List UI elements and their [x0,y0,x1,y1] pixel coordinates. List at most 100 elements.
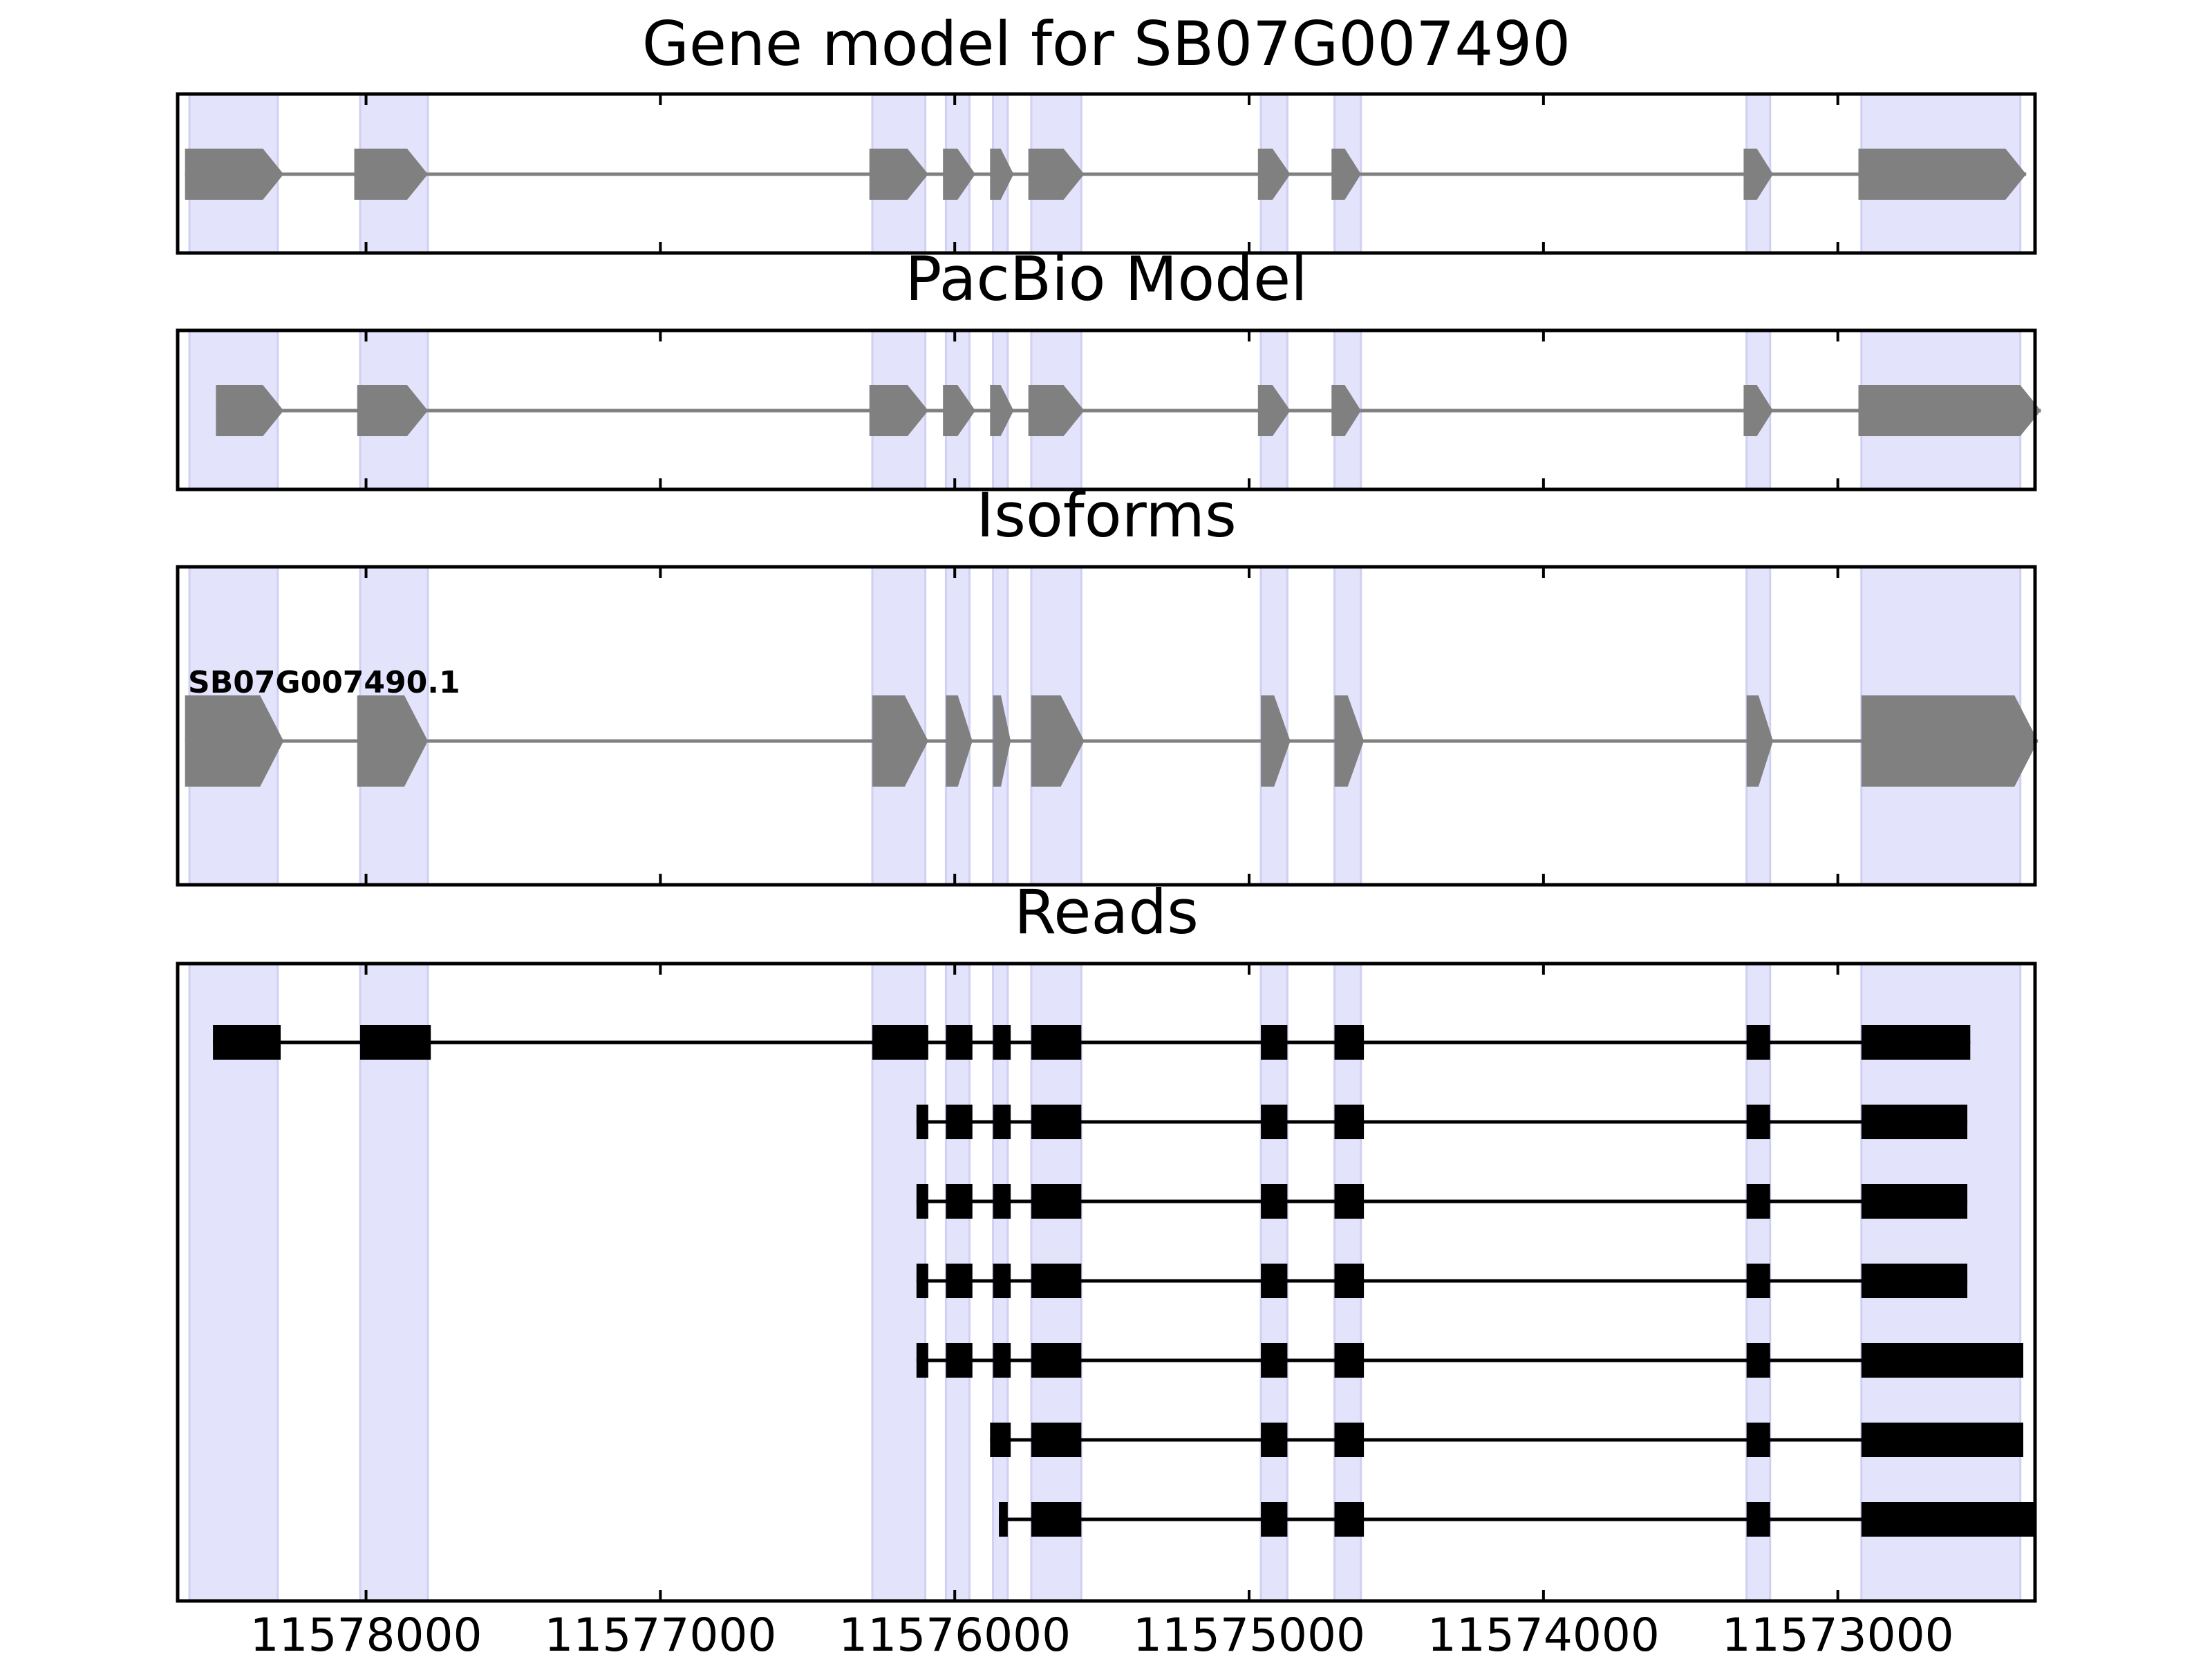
read-exon [999,1502,1008,1537]
read-exon [1861,1502,2035,1537]
read-exon [1261,1264,1288,1298]
read-exon [1861,1343,2023,1378]
read-exon [1334,1264,1365,1298]
exon-arrow [869,385,928,436]
exon-arrow [357,385,428,436]
read-exon [1861,1025,1971,1060]
read-exon [1746,1184,1770,1219]
read-exon [1861,1184,1968,1219]
highlight-region [359,962,429,1602]
read-exon [213,1025,281,1060]
reads-track [916,1343,2023,1378]
exon-arrow [1743,149,1774,200]
exon-arrow [1028,385,1085,436]
read-exon [1334,1423,1365,1457]
x-tick-label: 11576000 [838,1609,1071,1659]
exon-arrow [185,149,284,200]
exon-arrow [990,149,1014,200]
highlight-region [188,962,279,1602]
x-tick-label: 11574000 [1427,1609,1660,1659]
reads-track [916,1184,1968,1219]
read-exon [1261,1423,1288,1457]
read-exon [916,1184,928,1219]
read-exon [916,1343,928,1378]
read-exon [946,1343,973,1378]
read-exon [916,1264,928,1298]
read-exon [1746,1423,1770,1457]
reads-track [213,1025,1971,1060]
isoforms-panel: Isoforms SB07G007490.1 [176,480,2038,887]
read-exon [1861,1105,1968,1139]
read-exon [1031,1184,1082,1219]
exon-arrow [185,695,284,787]
read-exon [1334,1184,1365,1219]
read-exon [1031,1423,1082,1457]
exon-arrow [990,385,1014,436]
read-exon [1031,1502,1082,1537]
gene-model-title: Gene model for SB07G007490 [642,8,1571,79]
read-exon [1746,1343,1770,1378]
read-exon [1334,1105,1365,1139]
pacbio-model-track [216,385,2041,436]
x-tick-label: 11573000 [1722,1609,1954,1659]
read-exon [993,1184,1011,1219]
read-exon [993,1025,1011,1060]
read-exon [993,1105,1011,1139]
exon-arrow [1257,385,1291,436]
read-exon [1031,1343,1082,1378]
read-exon [1261,1502,1288,1537]
exon-arrow [1257,149,1291,200]
exon-arrow [1261,695,1291,787]
exon-arrow [1028,149,1085,200]
gene-model-panel: Gene model for SB07G007490 [176,8,2037,255]
read-exon [1334,1343,1365,1378]
reads-track [916,1264,1968,1298]
read-exon [993,1343,1011,1378]
x-tick-label: 11575000 [1133,1609,1365,1659]
exon-arrow [1858,385,2041,436]
gene-model-frame [176,92,2037,255]
exon-arrow [1331,385,1361,436]
exon-arrow [357,695,428,787]
read-exon [993,1264,1011,1298]
read-exon [946,1105,973,1139]
read-exon [1261,1105,1288,1139]
gene-model-track [185,149,2027,200]
exon-arrow [1743,385,1774,436]
read-exon [1334,1025,1365,1060]
read-exon [1861,1423,2023,1457]
exon-arrow [354,149,428,200]
exon-arrow [943,385,976,436]
read-exon [360,1025,431,1060]
exon-arrow [1331,149,1361,200]
read-exon [916,1105,928,1139]
reads-track [916,1105,1968,1139]
exon-arrow [216,385,284,436]
reads-frame [176,962,2037,1603]
read-exon [946,1184,973,1219]
exon-arrow [1334,695,1365,787]
exon-arrow [946,695,973,787]
read-exon [1261,1343,1288,1378]
x-axis: 11578000 11577000 11576000 11575000 11574000… [250,1609,1954,1659]
isoforms-frame [176,565,2037,887]
x-tick-label: 11577000 [544,1609,776,1659]
exon-arrow [1031,695,1085,787]
read-exon [1746,1105,1770,1139]
pacbio-model-frame [176,328,2037,491]
read-exon [1261,1184,1288,1219]
reads-track [990,1423,2023,1457]
exon-arrow [872,695,928,787]
read-exon [1334,1502,1365,1537]
highlight-regions [188,565,2022,886]
read-exon [990,1423,1011,1457]
exon-arrow [869,149,928,200]
pacbio-model-title: PacBio Model [905,243,1307,315]
exon-arrow [943,149,976,200]
read-exon [946,1025,973,1060]
read-exon [946,1264,973,1298]
read-exon [1031,1105,1082,1139]
read-exon [1746,1502,1770,1537]
exon-arrow [1746,695,1774,787]
